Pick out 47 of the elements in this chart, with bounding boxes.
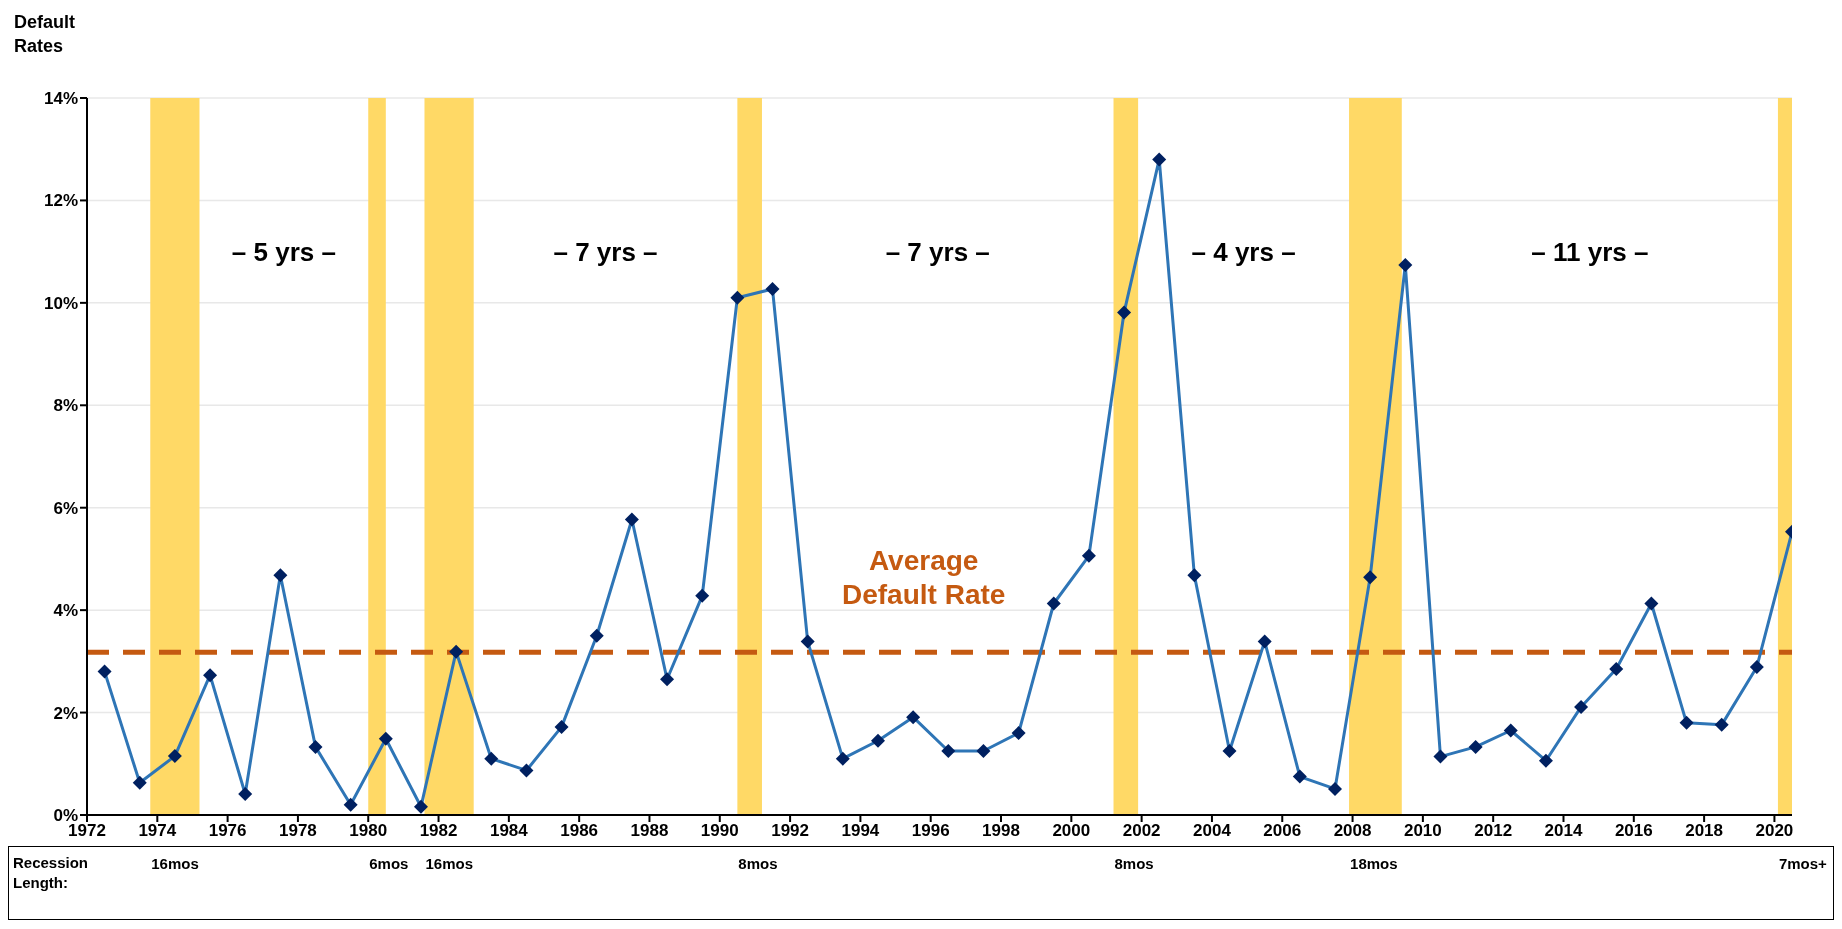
x-tick-label: 2006 xyxy=(1263,821,1302,841)
y-axis-title: Default Rates xyxy=(14,11,76,58)
band-label: 16mos xyxy=(151,855,199,872)
y-tick-label: 12% xyxy=(43,191,78,211)
band-label: 8mos xyxy=(738,855,778,872)
x-tick-label: 2014 xyxy=(1544,821,1583,841)
x-tick-label: 1998 xyxy=(982,821,1020,841)
x-tick-label: 1984 xyxy=(489,821,529,841)
annotation: – 4 yrs – xyxy=(1190,235,1297,268)
band-label: 7mos+ xyxy=(1778,855,1827,872)
x-tick-label: 2008 xyxy=(1333,821,1372,841)
x-tick-label: 1990 xyxy=(700,821,739,841)
x-tick-label: 2000 xyxy=(1052,821,1091,841)
x-tick-label: 2020 xyxy=(1755,821,1794,841)
annotation: – 11 yrs – xyxy=(1530,235,1650,268)
x-tick-label: 1974 xyxy=(138,821,177,841)
x-tick-label: 1988 xyxy=(630,821,669,841)
y-tick-label: 2% xyxy=(53,703,78,723)
x-tick-label: 1994 xyxy=(841,821,880,841)
x-tick-label: 2004 xyxy=(1193,821,1232,841)
x-tick-label: 2016 xyxy=(1614,821,1653,841)
x-tick-label: 2018 xyxy=(1685,821,1724,841)
y-tick-label: 6% xyxy=(53,498,78,518)
band-label: 18mos xyxy=(1350,855,1398,872)
x-tick-label: 1972 xyxy=(68,821,106,841)
x-tick-label: 2002 xyxy=(1122,821,1161,841)
x-tick-label: 2012 xyxy=(1474,821,1513,841)
text: Recession Length: xyxy=(13,853,90,893)
annotation: – 7 yrs – xyxy=(884,235,991,268)
y-tick-label: 14% xyxy=(43,89,78,109)
annotation: – 7 yrs – xyxy=(552,235,659,268)
x-tick-label: 1982 xyxy=(419,821,458,841)
y-tick-label: 4% xyxy=(53,601,78,621)
x-tick-label: 1980 xyxy=(349,821,388,841)
band-label: 16mos xyxy=(425,855,474,872)
x-tick-label: 1992 xyxy=(771,821,810,841)
band-label: 6mos xyxy=(369,855,409,872)
band-label: 8mos xyxy=(1114,855,1154,872)
x-tick-label: 1986 xyxy=(560,821,599,841)
x-tick-label: 2010 xyxy=(1403,821,1442,841)
y-tick-label: 10% xyxy=(43,293,78,313)
annotation: – 5 yrs – xyxy=(230,235,337,268)
x-tick-label: 1996 xyxy=(911,821,950,841)
x-tick-label: 1976 xyxy=(208,821,247,841)
y-tick-label: 8% xyxy=(53,396,78,416)
ref-line-label: Average Default Rate xyxy=(841,544,1007,613)
x-tick-label: 1978 xyxy=(279,821,317,841)
